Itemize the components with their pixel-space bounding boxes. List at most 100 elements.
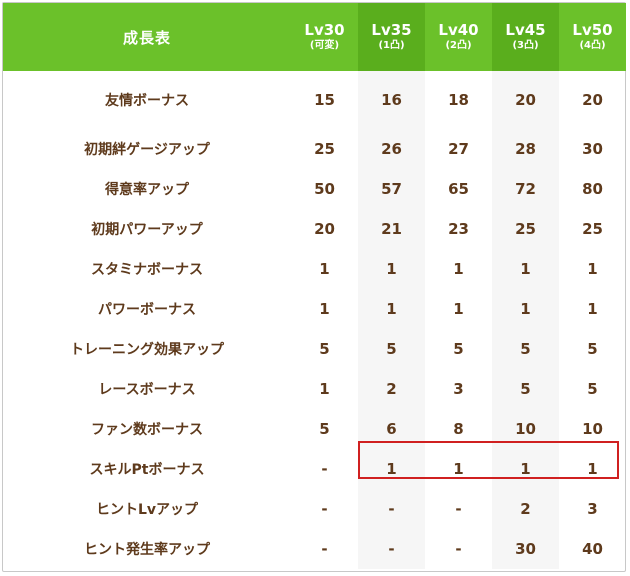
value-cell: 3 — [453, 380, 464, 398]
table-row: 得意率アップ 50 57 65 72 80 — [3, 169, 626, 209]
table-row: スキルPtボーナス - 1 1 1 1 — [3, 449, 626, 489]
value-cell: 20 — [582, 91, 603, 109]
level-header-lv40: Lv40 (2凸) — [425, 3, 492, 71]
value-cell: 50 — [314, 180, 335, 198]
table-row: 初期パワーアップ 20 21 23 25 25 — [3, 209, 626, 249]
level-sublabel: (3凸) — [512, 40, 539, 51]
value-cell: 30 — [582, 140, 603, 158]
value-cell: 2 — [492, 489, 559, 529]
level-label: Lv45 — [505, 21, 546, 39]
table-row: スタミナボーナス 1 1 1 1 1 — [3, 249, 626, 289]
value-cell: 25 — [492, 209, 559, 249]
row-label: 初期絆ゲージアップ — [84, 142, 210, 158]
value-cell: 1 — [453, 300, 464, 318]
value-cell: 1 — [358, 289, 425, 329]
value-cell: - — [321, 460, 328, 478]
level-sublabel: (2凸) — [445, 40, 472, 51]
table-row: トレーニング効果アップ 5 5 5 5 5 — [3, 329, 626, 369]
value-cell: 23 — [448, 220, 469, 238]
value-cell: 15 — [314, 91, 335, 109]
row-label: トレーニング効果アップ — [70, 342, 224, 358]
level-label: Lv35 — [371, 21, 412, 39]
value-cell: 72 — [492, 169, 559, 209]
row-label: ヒント発生率アップ — [84, 542, 210, 558]
table-row: ファン数ボーナス 5 6 8 10 10 — [3, 409, 626, 449]
value-cell: 10 — [582, 420, 603, 438]
value-cell: 8 — [453, 420, 464, 438]
value-cell: 1 — [492, 289, 559, 329]
value-cell: - — [455, 540, 462, 558]
value-cell: 16 — [358, 71, 425, 129]
value-cell: 10 — [492, 409, 559, 449]
value-cell: 5 — [587, 340, 598, 358]
value-cell: 5 — [453, 340, 464, 358]
value-cell: 1 — [492, 249, 559, 289]
row-label: ヒントLvアップ — [95, 502, 199, 518]
value-cell: - — [358, 489, 425, 529]
value-cell: 1 — [587, 260, 598, 278]
value-cell: 1 — [319, 300, 330, 318]
table-title: 成長表 — [3, 3, 291, 71]
level-header-lv50: Lv50 (4凸) — [559, 3, 626, 71]
value-cell: 18 — [448, 91, 469, 109]
value-cell: 80 — [582, 180, 603, 198]
value-cell: 5 — [492, 369, 559, 409]
value-cell: 1 — [587, 460, 598, 478]
value-cell: 20 — [314, 220, 335, 238]
value-cell: - — [321, 500, 328, 518]
value-cell: 28 — [492, 129, 559, 169]
value-cell: 25 — [314, 140, 335, 158]
level-header-lv30: Lv30 (可変) — [291, 3, 358, 71]
value-cell: 1 — [358, 249, 425, 289]
value-cell: 1 — [319, 380, 330, 398]
level-sublabel: (可変) — [309, 40, 340, 51]
level-header-lv45: Lv45 (3凸) — [492, 3, 559, 71]
value-cell: - — [358, 529, 425, 569]
row-label: パワーボーナス — [98, 302, 196, 318]
value-cell: 57 — [358, 169, 425, 209]
value-cell: - — [455, 500, 462, 518]
value-cell: 1 — [587, 300, 598, 318]
value-cell: 40 — [582, 540, 603, 558]
table-row: 友情ボーナス 15 16 18 20 20 — [3, 71, 626, 129]
value-cell: 5 — [587, 380, 598, 398]
value-cell: 5 — [492, 329, 559, 369]
table-row: ヒントLvアップ - - - 2 3 — [3, 489, 626, 529]
table-row: 初期絆ゲージアップ 25 26 27 28 30 — [3, 129, 626, 169]
value-cell: 1 — [358, 449, 425, 489]
row-label: ファン数ボーナス — [91, 422, 203, 438]
row-label: 初期パワーアップ — [91, 222, 203, 238]
table-row: ヒント発生率アップ - - - 30 40 — [3, 529, 626, 569]
level-header-lv35: Lv35 (1凸) — [358, 3, 425, 71]
row-label: スタミナボーナス — [91, 262, 203, 278]
value-cell: 27 — [448, 140, 469, 158]
value-cell: 5 — [319, 420, 330, 438]
header-row: 成長表 Lv30 (可変) Lv35 (1凸) Lv40 (2凸) Lv45 (… — [3, 3, 626, 71]
value-cell: 3 — [587, 500, 598, 518]
value-cell: 21 — [358, 209, 425, 249]
value-cell: 30 — [492, 529, 559, 569]
value-cell: 1 — [453, 460, 464, 478]
level-label: Lv30 — [304, 21, 345, 39]
value-cell: 20 — [492, 71, 559, 129]
level-sublabel: (1凸) — [378, 40, 405, 51]
level-label: Lv40 — [438, 21, 479, 39]
value-cell: 1 — [492, 449, 559, 489]
level-sublabel: (4凸) — [579, 40, 606, 51]
table-body: 友情ボーナス 15 16 18 20 20 初期絆ゲージアップ 25 26 27 28 30 得意率アッ… — [3, 71, 626, 569]
value-cell: 5 — [319, 340, 330, 358]
growth-table: 成長表 Lv30 (可変) Lv35 (1凸) Lv40 (2凸) Lv45 (… — [3, 3, 626, 569]
value-cell: 1 — [453, 260, 464, 278]
level-label: Lv50 — [572, 21, 613, 39]
table-row: レースボーナス 1 2 3 5 5 — [3, 369, 626, 409]
row-label: スキルPtボーナス — [89, 462, 205, 478]
row-label: レースボーナス — [98, 382, 196, 398]
value-cell: 25 — [582, 220, 603, 238]
row-label: 友情ボーナス — [105, 93, 189, 109]
table-row: パワーボーナス 1 1 1 1 1 — [3, 289, 626, 329]
value-cell: 5 — [358, 329, 425, 369]
value-cell: 26 — [358, 129, 425, 169]
value-cell: 2 — [358, 369, 425, 409]
row-label: 得意率アップ — [105, 182, 189, 198]
